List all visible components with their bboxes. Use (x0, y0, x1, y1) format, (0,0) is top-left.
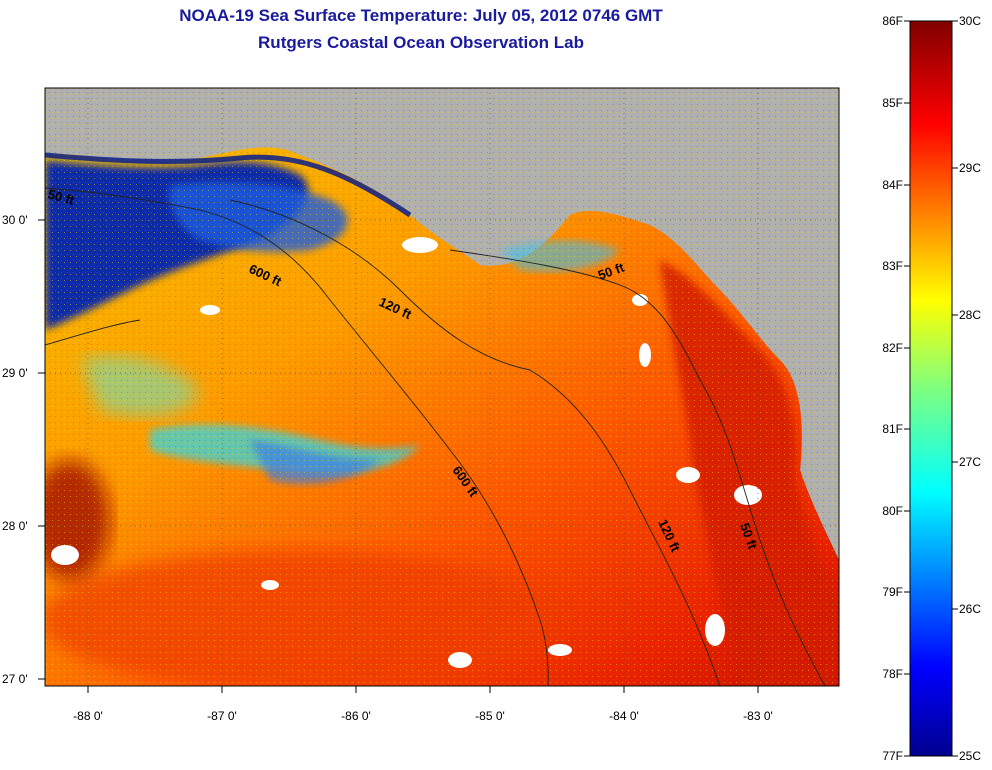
coastline-cold-edge (45, 152, 412, 218)
colorbar-gradient (909, 20, 953, 757)
map-subtitle: Rutgers Coastal Ocean Observation Lab (258, 33, 584, 52)
lat-tick-label: 28 0' (2, 519, 28, 533)
map-frame (44, 87, 840, 687)
colorbar-f-label: 86F (882, 14, 903, 28)
colorbar-c-label: 26C (959, 602, 981, 616)
map-title: NOAA-19 Sea Surface Temperature: July 05… (179, 6, 663, 25)
colorbar-f-label: 85F (882, 96, 903, 110)
lon-tick-label: -85 0' (475, 709, 505, 723)
colorbar-f-label: 82F (882, 341, 903, 355)
lon-tick-label: -87 0' (207, 709, 237, 723)
colorbar-f-label: 84F (882, 178, 903, 192)
lat-tick-label: 27 0' (2, 672, 28, 686)
colorbar-f-label: 80F (882, 504, 903, 518)
lat-tick-label: 30 0' (2, 213, 28, 227)
colorbar-f-label: 83F (882, 259, 903, 273)
colorbar-c-label: 25C (959, 749, 981, 763)
cloud-patches (51, 237, 762, 668)
lon-tick-label: -84 0' (609, 709, 639, 723)
lat-tick-label: 29 0' (2, 366, 28, 380)
colorbar-c-label: 29C (959, 161, 981, 175)
contour-label: 50 ft (46, 186, 76, 208)
colorbar-c-label: 28C (959, 308, 981, 322)
colorbar-ticks (904, 20, 958, 757)
speckle-texture (45, 88, 839, 686)
bathymetry-contours (45, 187, 826, 686)
lon-tick-label: -86 0' (341, 709, 371, 723)
axis-ticks (38, 219, 759, 693)
lon-tick-label: -88 0' (73, 709, 103, 723)
map-border (44, 87, 840, 687)
colorbar-c-label: 30C (959, 14, 981, 28)
colorbar-f-label: 78F (882, 667, 903, 681)
colorbar-f-label: 77F (882, 749, 903, 763)
colorbar-f-label: 79F (882, 585, 903, 599)
lon-tick-label: -83 0' (743, 709, 773, 723)
colorbar-f-label: 81F (882, 422, 903, 436)
colorbar-c-label: 27C (959, 455, 981, 469)
